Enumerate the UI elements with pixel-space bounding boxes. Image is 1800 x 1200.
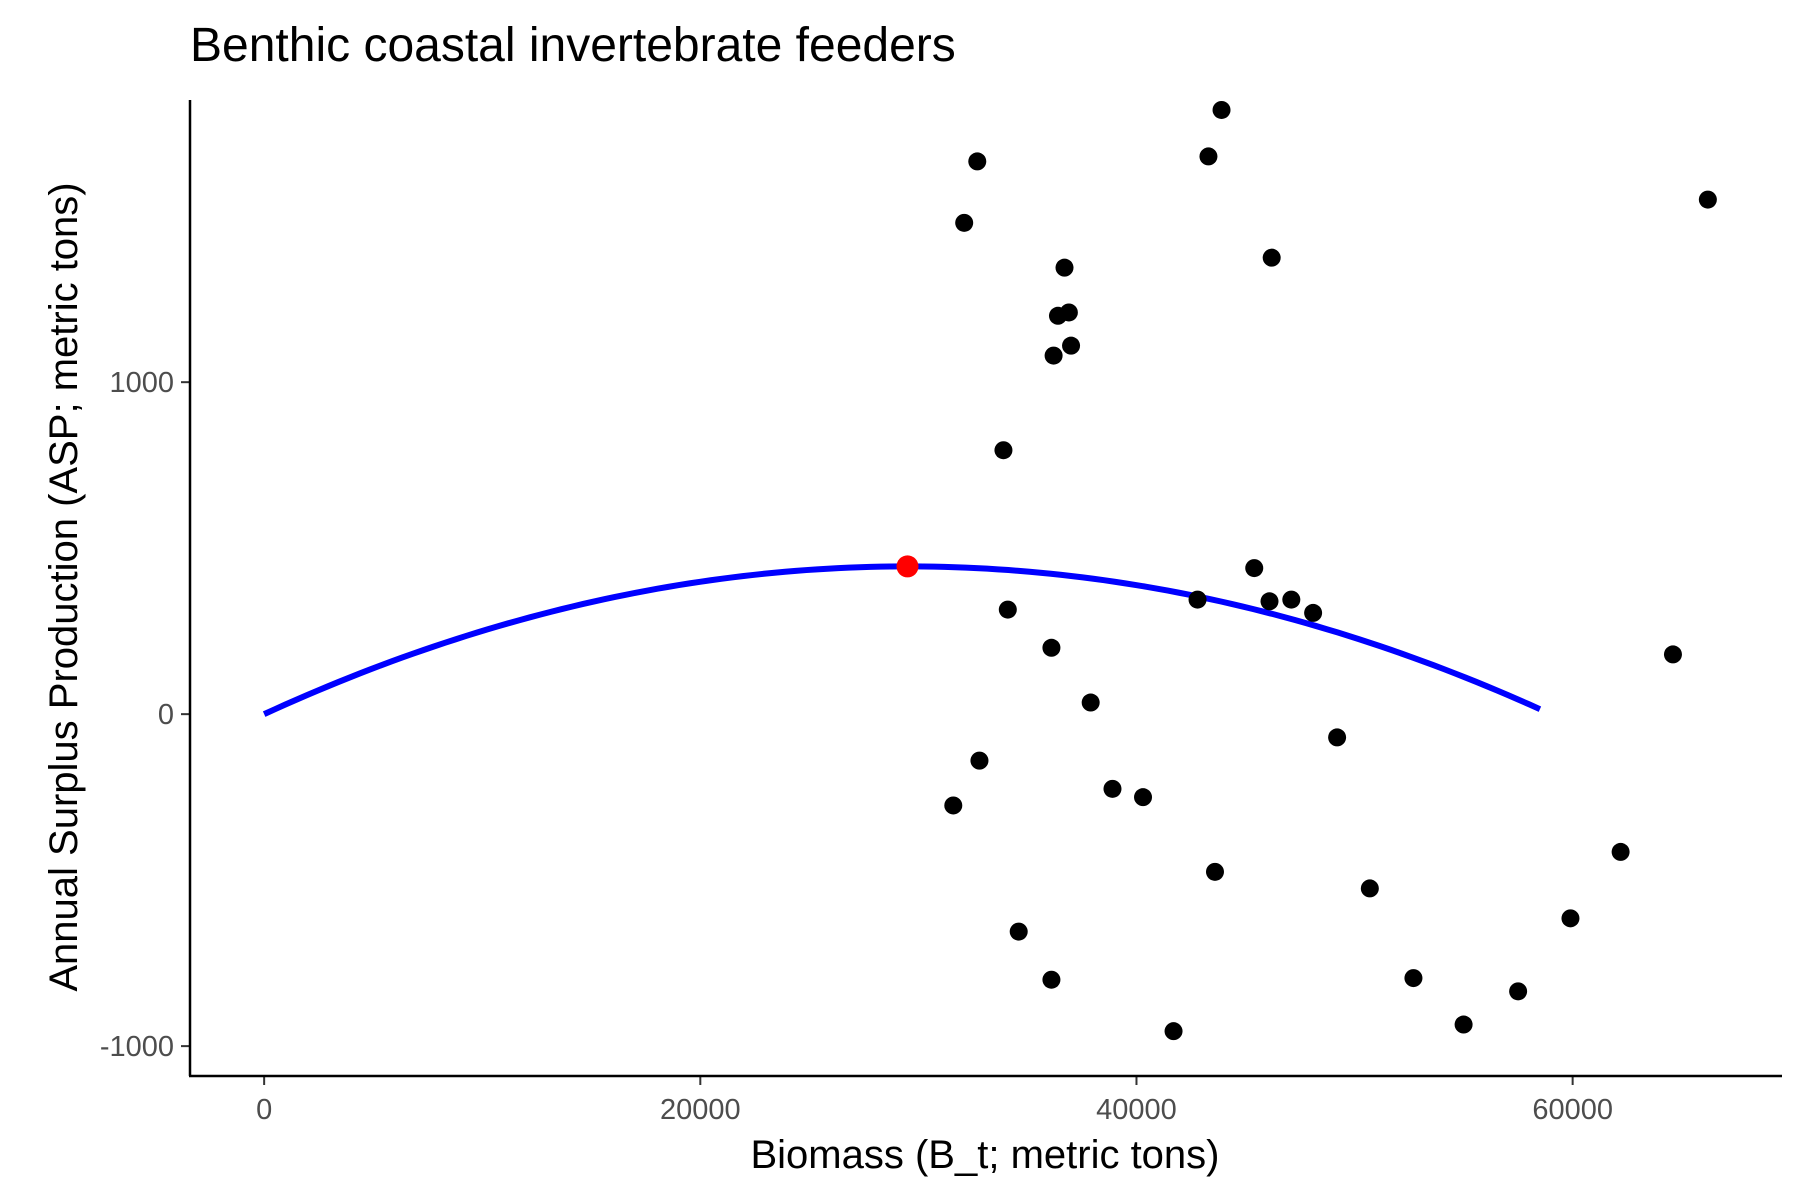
chart-title: Benthic coastal invertebrate feeders xyxy=(190,19,956,72)
data-point xyxy=(1042,638,1061,657)
data-point xyxy=(1509,982,1528,1001)
data-point xyxy=(970,751,989,770)
data-point xyxy=(1212,100,1231,119)
data-point xyxy=(1698,190,1717,209)
y-tick-label: 0 xyxy=(158,699,174,731)
x-tick-label: 0 xyxy=(256,1094,272,1126)
data-point xyxy=(1404,969,1423,988)
data-point xyxy=(1611,842,1630,861)
data-point xyxy=(1134,788,1153,807)
data-point xyxy=(1055,258,1074,277)
data-point xyxy=(998,600,1017,619)
data-point xyxy=(1059,303,1078,322)
data-point xyxy=(1199,147,1218,166)
x-tick-label: 40000 xyxy=(1096,1094,1177,1126)
peak-point xyxy=(896,555,919,578)
data-point xyxy=(1260,592,1279,611)
data-point xyxy=(1245,559,1264,578)
data-point xyxy=(1262,248,1281,267)
y-axis-ticks: -1000 0 1000 xyxy=(100,367,190,1063)
data-point xyxy=(994,441,1013,460)
y-axis-label: Annual Surplus Production (ASP; metric t… xyxy=(42,182,86,992)
data-point xyxy=(1663,645,1682,664)
data-point xyxy=(1360,879,1379,898)
data-point xyxy=(944,796,963,815)
x-tick-label: 60000 xyxy=(1532,1094,1613,1126)
data-point xyxy=(1042,970,1061,989)
fitted-curve xyxy=(262,563,1542,717)
data-point xyxy=(1164,1022,1183,1041)
data-point xyxy=(1304,603,1323,622)
x-tick-label: 20000 xyxy=(660,1094,741,1126)
data-point xyxy=(968,152,987,171)
data-point xyxy=(1205,862,1224,881)
data-points xyxy=(944,100,1717,1041)
data-point xyxy=(1561,909,1580,928)
data-point xyxy=(1103,779,1122,798)
data-point xyxy=(1044,346,1063,365)
x-axis-label: Biomass (B_t; metric tons) xyxy=(750,1133,1220,1177)
data-point xyxy=(1328,728,1347,747)
data-point xyxy=(955,213,974,232)
data-point xyxy=(1282,590,1301,609)
data-point xyxy=(1009,922,1028,941)
y-tick-label: -1000 xyxy=(100,1031,174,1063)
y-tick-label: 1000 xyxy=(109,367,174,399)
data-point xyxy=(1062,336,1081,355)
data-point xyxy=(1454,1015,1473,1034)
data-point xyxy=(1188,590,1207,609)
x-axis-ticks: 0 20000 40000 60000 xyxy=(256,1076,1613,1126)
data-point xyxy=(1081,693,1100,712)
